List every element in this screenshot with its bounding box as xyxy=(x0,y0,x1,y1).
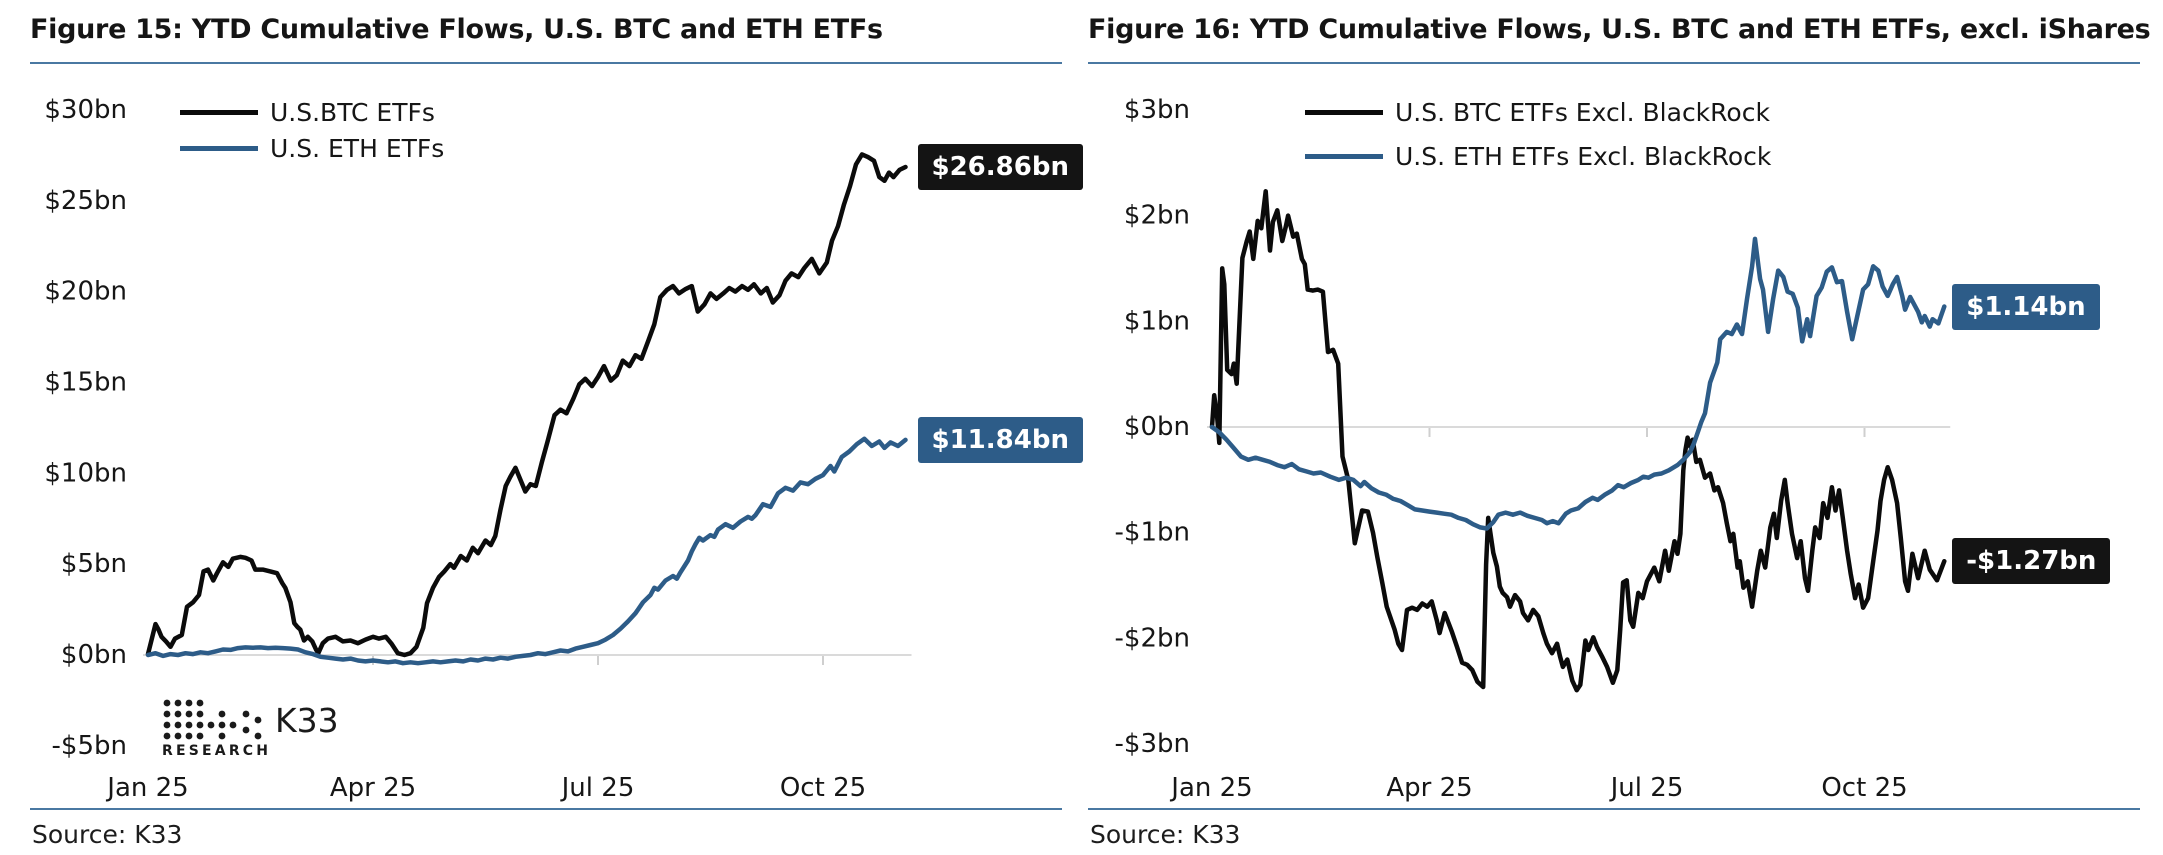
legend-item-eth: U.S. ETH ETFs Excl. BlackRock xyxy=(1305,141,1772,171)
y-axis-label: $10bn xyxy=(44,458,127,488)
k33-research-logo: K33 RESEARCH xyxy=(162,698,339,759)
series-line xyxy=(1209,236,1947,531)
legend-item-btc: U.S. BTC ETFs Excl. BlackRock xyxy=(1305,97,1771,127)
title-rule xyxy=(1088,62,2140,64)
x-axis-label: Jan 25 xyxy=(1169,773,1252,803)
series-line xyxy=(1209,189,1947,693)
x-axis-label: Jul 25 xyxy=(1609,773,1684,803)
eth-line-swatch-icon xyxy=(180,145,258,151)
legend-item-btc: U.S.BTC ETFs xyxy=(180,97,444,127)
figure-title: Figure 16: YTD Cumulative Flows, U.S. BT… xyxy=(1088,14,2151,45)
legend-label: U.S. BTC ETFs Excl. BlackRock xyxy=(1395,97,1770,127)
series-line xyxy=(145,152,908,658)
legend-label: U.S.BTC ETFs xyxy=(270,97,435,127)
end-value-label: $1.14bn xyxy=(1952,283,2100,330)
btc-line-swatch-icon xyxy=(180,109,258,115)
source-note: Source: K33 xyxy=(1090,820,1241,849)
y-axis-label: $15bn xyxy=(44,367,127,397)
x-axis-label: Oct 25 xyxy=(780,773,866,803)
legend: U.S. BTC ETFs Excl. BlackRock U.S. ETH E… xyxy=(1305,98,1771,186)
figure-title: Figure 15: YTD Cumulative Flows, U.S. BT… xyxy=(30,14,883,45)
end-value-label: $26.86bn xyxy=(917,143,1083,190)
eth-line-swatch-icon xyxy=(1305,153,1383,159)
y-axis-label: $2bn xyxy=(1124,201,1190,231)
y-axis-label: $0bn xyxy=(61,640,127,670)
figure-15: Figure 15: YTD Cumulative Flows, U.S. BT… xyxy=(30,0,1083,855)
y-axis-label: $1bn xyxy=(1124,306,1190,336)
y-axis-label: -$5bn xyxy=(52,731,127,761)
source-note: Source: K33 xyxy=(32,820,183,849)
bottom-rule xyxy=(30,808,1062,810)
figure-16: Figure 16: YTD Cumulative Flows, U.S. BT… xyxy=(1088,0,2151,855)
btc-line-swatch-icon xyxy=(1305,109,1383,115)
chart-figure-16: Jan 25 Apr 25 Jul 25 Oct 25 $3bn $2bn $1bn $0bn… xyxy=(1115,95,1951,803)
end-value-label: -$1.27bn xyxy=(1952,538,2111,585)
y-axis-label: -$1bn xyxy=(1115,518,1190,548)
chart-figure-15: Jan 25 Apr 25 Jul 25 Oct 25 $30bn $25bn $20bn $… xyxy=(44,95,912,803)
y-axis-label: $5bn xyxy=(61,549,127,579)
bottom-rule xyxy=(1088,808,2140,810)
y-axis-label: $3bn xyxy=(1124,95,1190,125)
k33-logo-subtext: RESEARCH xyxy=(162,743,272,759)
legend: U.S.BTC ETFs U.S. ETH ETFs xyxy=(180,98,444,170)
y-axis-label: $30bn xyxy=(44,95,127,125)
end-value-label: $11.84bn xyxy=(917,416,1083,463)
legend-item-eth: U.S. ETH ETFs xyxy=(180,133,445,163)
x-axis-label: Apr 25 xyxy=(1386,773,1472,803)
k33-logo-dots-icon xyxy=(163,699,262,740)
title-rule xyxy=(30,62,1062,64)
x-axis-label: Apr 25 xyxy=(330,773,416,803)
k33-logo-text: K33 xyxy=(275,700,339,740)
legend-label: U.S. ETH ETFs Excl. BlackRock xyxy=(1395,141,1772,171)
series-line xyxy=(145,436,908,666)
x-axis-label: Jan 25 xyxy=(105,773,188,803)
y-axis-label: $25bn xyxy=(44,186,127,216)
y-axis-label: $0bn xyxy=(1124,412,1190,442)
x-axis-label: Oct 25 xyxy=(1821,773,1907,803)
y-axis-label: -$3bn xyxy=(1115,729,1190,759)
y-axis-label: $20bn xyxy=(44,277,127,307)
legend-label: U.S. ETH ETFs xyxy=(270,133,445,163)
y-axis-label: -$2bn xyxy=(1115,623,1190,653)
x-axis-label: Jul 25 xyxy=(560,773,635,803)
